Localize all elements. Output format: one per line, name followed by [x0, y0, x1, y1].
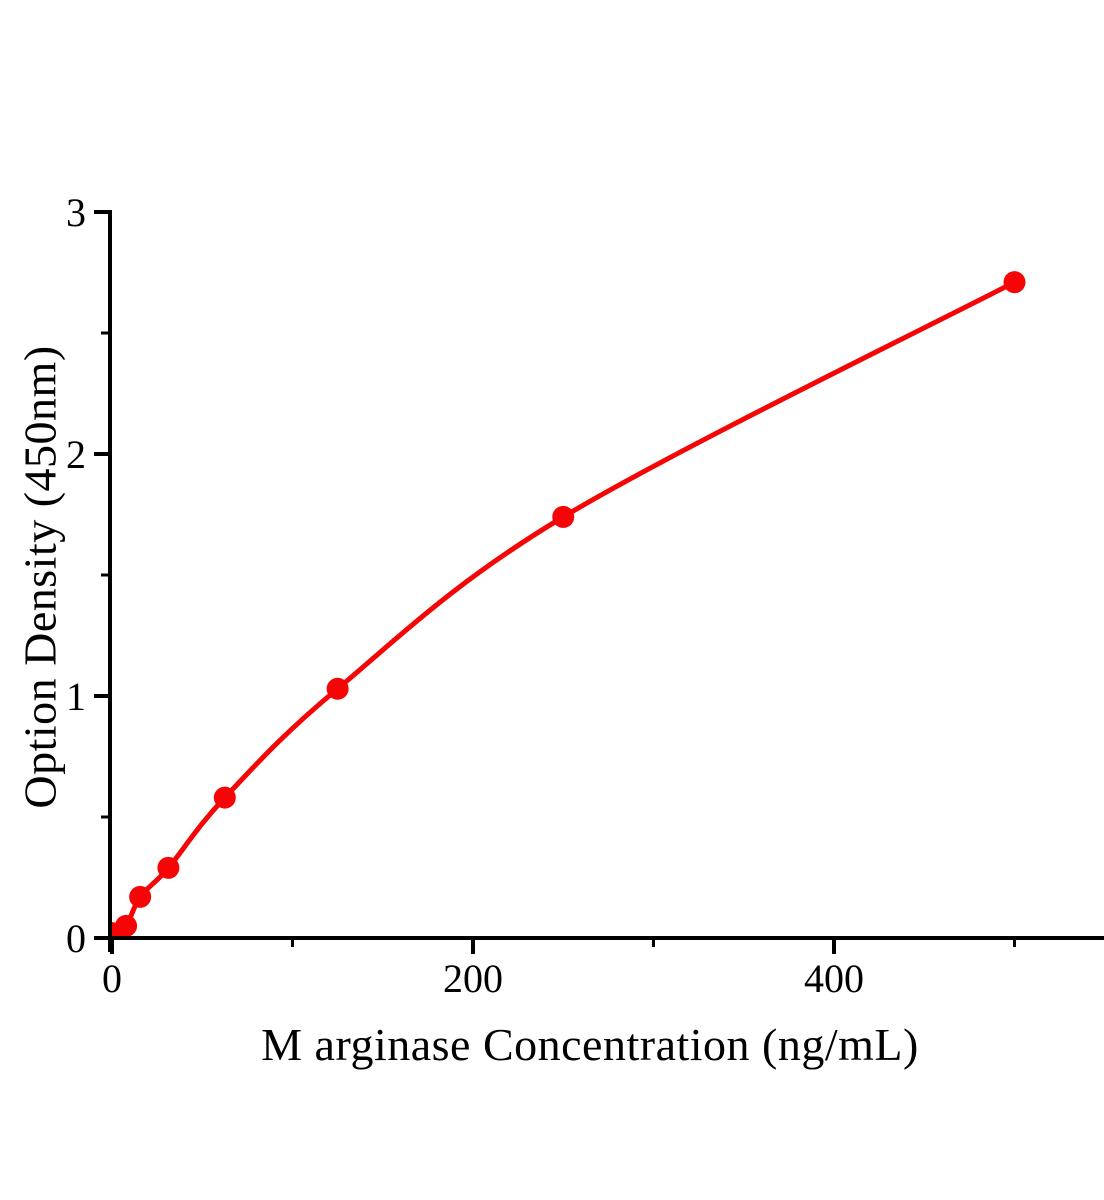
data-point-4	[213, 786, 236, 809]
y-tick-label-3: 3	[66, 190, 86, 235]
data-point-7	[1003, 271, 1026, 294]
data-point-3	[157, 856, 180, 879]
tick-labels: 0 200 400 0 1 2 3	[66, 190, 864, 1001]
data-point-6	[552, 505, 575, 528]
standard-curve-line	[111, 279, 1016, 936]
series-standard-curve	[111, 271, 1026, 936]
data-point-5	[326, 677, 349, 700]
data-point-2	[129, 885, 152, 908]
y-tick-label-0: 0	[66, 916, 86, 961]
axes	[94, 210, 1104, 954]
data-point-1	[115, 914, 138, 936]
x-tick-label-200: 200	[443, 956, 503, 1001]
y-tick-label-1: 1	[66, 674, 86, 719]
x-axis-title: M arginase Concentration (ng/mL)	[261, 1019, 919, 1070]
y-tick-label-2: 2	[66, 432, 86, 477]
x-tick-label-400: 400	[804, 956, 864, 1001]
y-axis-title: Option Density (450nm)	[14, 345, 66, 809]
x-tick-label-0: 0	[102, 956, 122, 1001]
